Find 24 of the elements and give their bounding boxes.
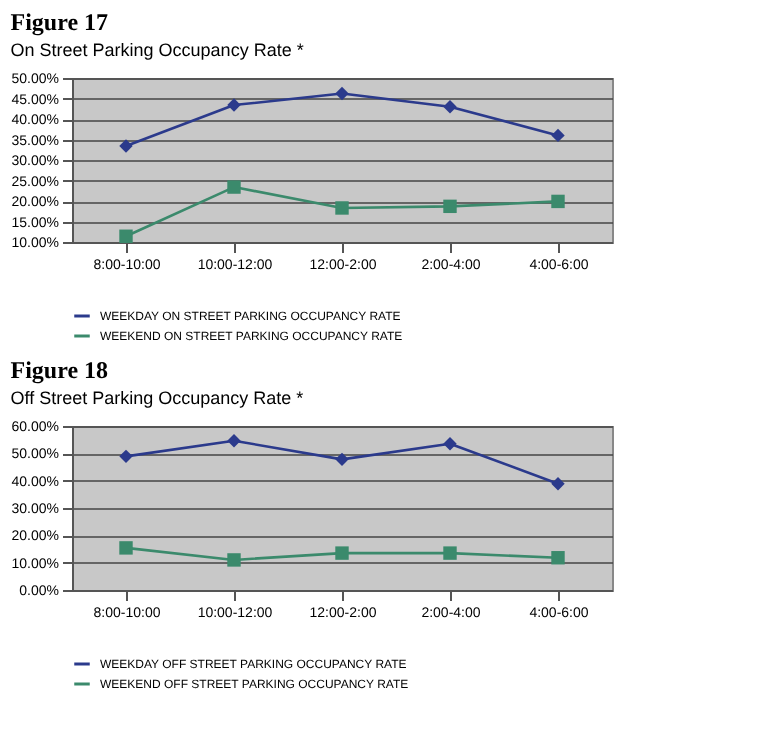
point (443, 546, 457, 560)
point (119, 139, 133, 153)
point (551, 194, 565, 209)
point (227, 180, 241, 194)
point (335, 452, 349, 467)
point (443, 99, 457, 114)
point (443, 199, 457, 214)
point (551, 476, 565, 491)
chart-title: Figure 17 (10, 8, 109, 36)
point (335, 201, 349, 215)
point (227, 98, 241, 112)
point (335, 86, 349, 101)
point (227, 434, 241, 448)
point (119, 449, 133, 464)
point (119, 541, 133, 555)
chart-title: Figure 18 (10, 356, 109, 384)
point (551, 551, 565, 565)
chart-subtitle: On Street Parking Occupancy Rate * (10, 40, 305, 60)
point (443, 437, 457, 451)
point (335, 546, 349, 560)
point (551, 128, 565, 143)
point (227, 553, 241, 567)
chart-subtitle: Off Street Parking Occupancy Rate * (10, 388, 305, 408)
point (119, 229, 133, 243)
